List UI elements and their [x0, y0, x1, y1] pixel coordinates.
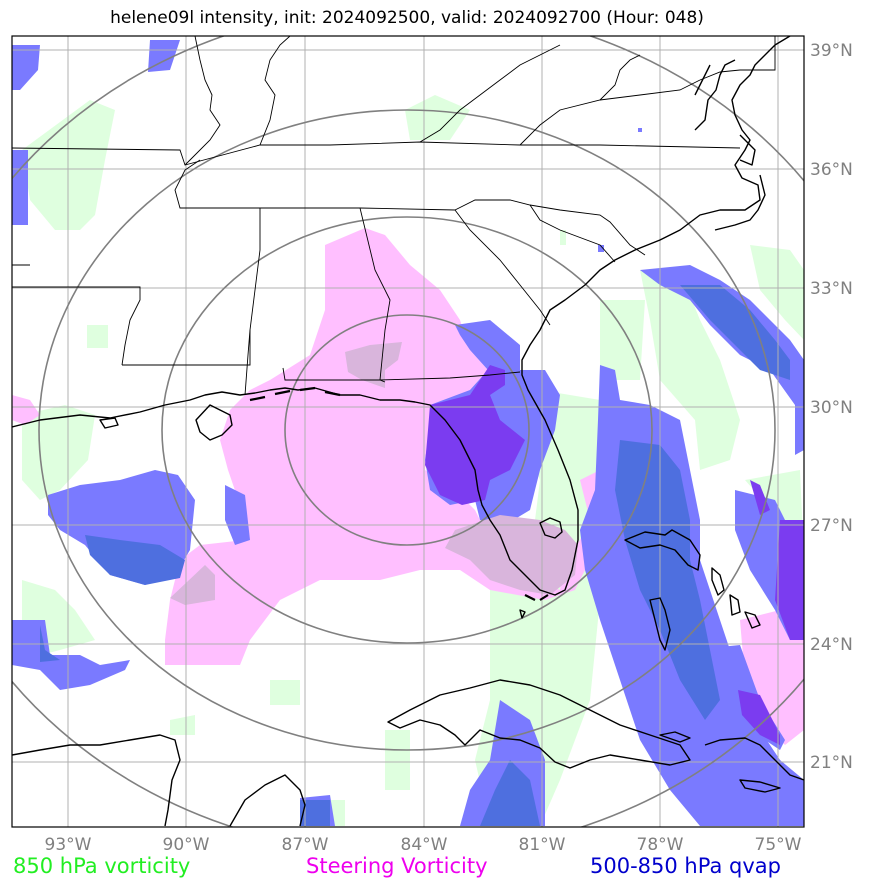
longitude-tick-label: 75°W — [755, 835, 802, 855]
map-title: helene09l intensity, init: 2024092500, v… — [110, 8, 704, 28]
state-borders — [12, 36, 776, 396]
longitude-tick-label: 78°W — [637, 835, 684, 855]
qvap-dense-layer — [40, 285, 790, 826]
range-ring — [284, 314, 530, 546]
latitude-tick-label: 33°N — [810, 279, 853, 299]
range-rings — [12, 36, 804, 827]
lat-lon-gridlines — [12, 36, 804, 827]
legend-qvap: 500-850 hPa qvap — [590, 854, 781, 878]
storm-track — [249, 386, 549, 601]
legend-vorticity-850: 850 hPa vorticity — [13, 854, 191, 878]
latitude-tick-label: 21°N — [810, 753, 853, 773]
longitude-tick-label: 84°W — [401, 835, 448, 855]
steering-qvap-overlap-layer — [425, 365, 804, 745]
latitude-tick-label: 36°N — [810, 160, 853, 180]
latitude-tick-label: 27°N — [810, 516, 853, 536]
latitude-axis: 39°N 36°N 33°N 30°N 27°N 24°N 21°N — [810, 41, 853, 773]
range-ring — [38, 109, 776, 751]
longitude-tick-label: 81°W — [519, 835, 566, 855]
map-panel — [12, 36, 804, 827]
longitude-tick-label: 93°W — [45, 835, 92, 855]
coastlines — [12, 36, 804, 827]
latitude-tick-label: 39°N — [810, 41, 853, 61]
longitude-tick-label: 87°W — [282, 835, 329, 855]
range-ring — [161, 216, 653, 644]
map-frame — [11, 35, 805, 828]
legend-steering-vorticity: Steering Vorticity — [306, 854, 488, 878]
longitude-tick-label: 90°W — [163, 835, 210, 855]
latitude-tick-label: 30°N — [810, 398, 853, 418]
latitude-tick-label: 24°N — [810, 635, 853, 655]
longitude-axis: 93°W 90°W 87°W 84°W 81°W 78°W 75°W — [45, 835, 802, 855]
